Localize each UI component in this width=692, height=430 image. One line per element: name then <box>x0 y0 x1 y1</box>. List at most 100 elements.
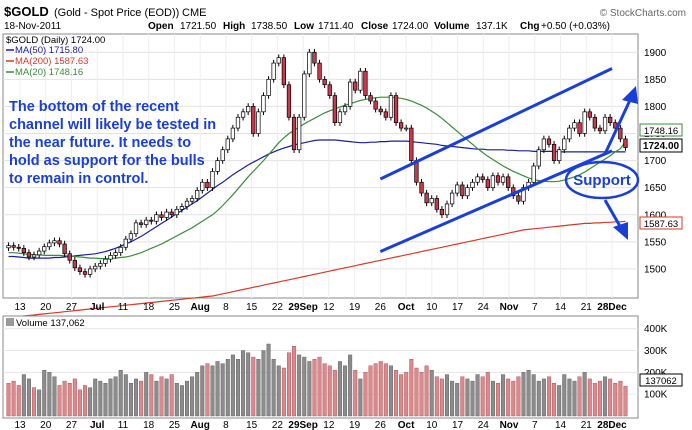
volume-bar <box>557 385 562 417</box>
x-tick-label: 25 <box>169 302 181 313</box>
candle-body <box>388 95 394 118</box>
legend-volume: Volume 137,062 <box>16 318 85 329</box>
volume-bar <box>128 383 133 417</box>
volume-bar <box>159 376 164 417</box>
volume-bar <box>608 378 613 417</box>
x-tick-label: 20 <box>40 302 52 313</box>
candle-body <box>72 259 77 269</box>
volume-bar <box>546 376 551 417</box>
volume-label: Volume <box>434 21 470 32</box>
volume-bar <box>312 359 317 417</box>
candle-body <box>332 95 337 124</box>
close-tag-text: 1724.00 <box>643 141 680 152</box>
symbol-desc: (Gold - Spot Price (EOD)) <box>54 7 179 19</box>
candle-body <box>342 106 348 113</box>
volume-bar <box>409 359 414 417</box>
ma200-line <box>8 220 626 319</box>
volume-bar <box>618 380 623 417</box>
candle-body <box>602 116 608 132</box>
volume-bar <box>149 374 154 417</box>
volume-bar <box>57 385 62 417</box>
x-tick-label: 10 <box>426 302 438 313</box>
x-tick-label: Aug <box>190 302 209 313</box>
volume-y-axis: 100K 200K 300K 400K <box>644 324 668 400</box>
volume-bar <box>592 383 597 417</box>
candle-body <box>251 106 256 134</box>
volume-bar <box>266 343 271 417</box>
candle-body <box>240 111 246 118</box>
volume-bar <box>246 352 251 417</box>
volume-bar <box>281 367 286 417</box>
candle-body <box>608 116 613 124</box>
x-tick-label: Oct <box>398 302 415 313</box>
volume-bar <box>353 369 358 417</box>
candle-body <box>551 143 557 161</box>
chg-value: +0.50 (+0.03%) <box>541 21 610 32</box>
volume-bar <box>378 361 383 417</box>
price-tick-label: 1600 <box>644 210 667 221</box>
candle-body <box>67 253 72 261</box>
close-label: Close <box>361 21 389 32</box>
close-value: 1724.00 <box>392 21 429 32</box>
volume-bar <box>179 385 184 417</box>
low-label: Low <box>294 21 314 32</box>
candle-body <box>281 57 286 86</box>
x-tick-label: 28Dec <box>597 302 627 313</box>
candle-body <box>618 127 623 140</box>
candle-body <box>205 181 210 189</box>
volume-bar <box>475 374 480 417</box>
x-tick-label: 21 <box>581 420 593 430</box>
candle-body <box>470 181 475 189</box>
x-tick-label: 18 <box>143 302 155 313</box>
candle-body <box>444 203 450 216</box>
volume-bar <box>16 385 21 417</box>
volume-bar <box>261 350 266 417</box>
x-tick-label: 18 <box>143 420 155 430</box>
volume-bar <box>123 374 128 417</box>
candle-body <box>184 200 190 207</box>
candle-body <box>37 250 42 256</box>
price-tick-label: 1850 <box>644 75 667 86</box>
candle-body <box>52 240 57 244</box>
volume-bar <box>358 378 363 417</box>
volume-bar <box>317 356 322 417</box>
volume-bar <box>470 380 475 417</box>
x-tick-label: 19 <box>349 302 361 313</box>
candle-body <box>57 240 62 245</box>
x-axis-price: 13 20 27 Jul 11 18 25 Aug 8 15 22 29Sep 12 19 26 Oct 10 1… <box>14 302 627 313</box>
volume-bar <box>577 376 582 417</box>
chg-label: Chg <box>520 21 539 32</box>
candle-body <box>546 138 552 145</box>
x-tick-label: 29Sep <box>288 420 317 430</box>
candle-body <box>577 122 582 134</box>
candle-body <box>465 187 470 197</box>
candle-body <box>246 106 251 113</box>
candle-body <box>225 138 230 151</box>
candle-body <box>582 111 587 134</box>
candle-body <box>21 247 26 254</box>
candle-body <box>460 184 465 197</box>
volume-bar <box>623 385 628 417</box>
volume-bar <box>134 378 138 417</box>
x-tick-label: 12 <box>323 302 335 313</box>
x-tick-label: 15 <box>246 420 258 430</box>
candle-body <box>358 70 363 91</box>
candle-body <box>133 222 139 235</box>
price-tick-label: 1550 <box>644 237 667 248</box>
volume-bar <box>429 369 434 417</box>
volume-bar <box>536 380 541 417</box>
volume-bar <box>72 378 77 417</box>
volume-bar <box>348 354 353 417</box>
volume-bar <box>332 369 337 417</box>
channel-upper-line <box>379 67 613 181</box>
candle-body <box>93 265 98 270</box>
volume-bar <box>154 380 159 417</box>
date-label: 18-Nov-2011 <box>4 21 62 32</box>
volume-bar <box>77 389 82 417</box>
down-arrow-line <box>603 199 623 229</box>
volume-bar <box>292 345 297 417</box>
support-label: Support <box>573 172 631 189</box>
annotation-note: The bottom of the recent channel will li… <box>9 99 217 187</box>
volume-bar <box>597 380 602 417</box>
